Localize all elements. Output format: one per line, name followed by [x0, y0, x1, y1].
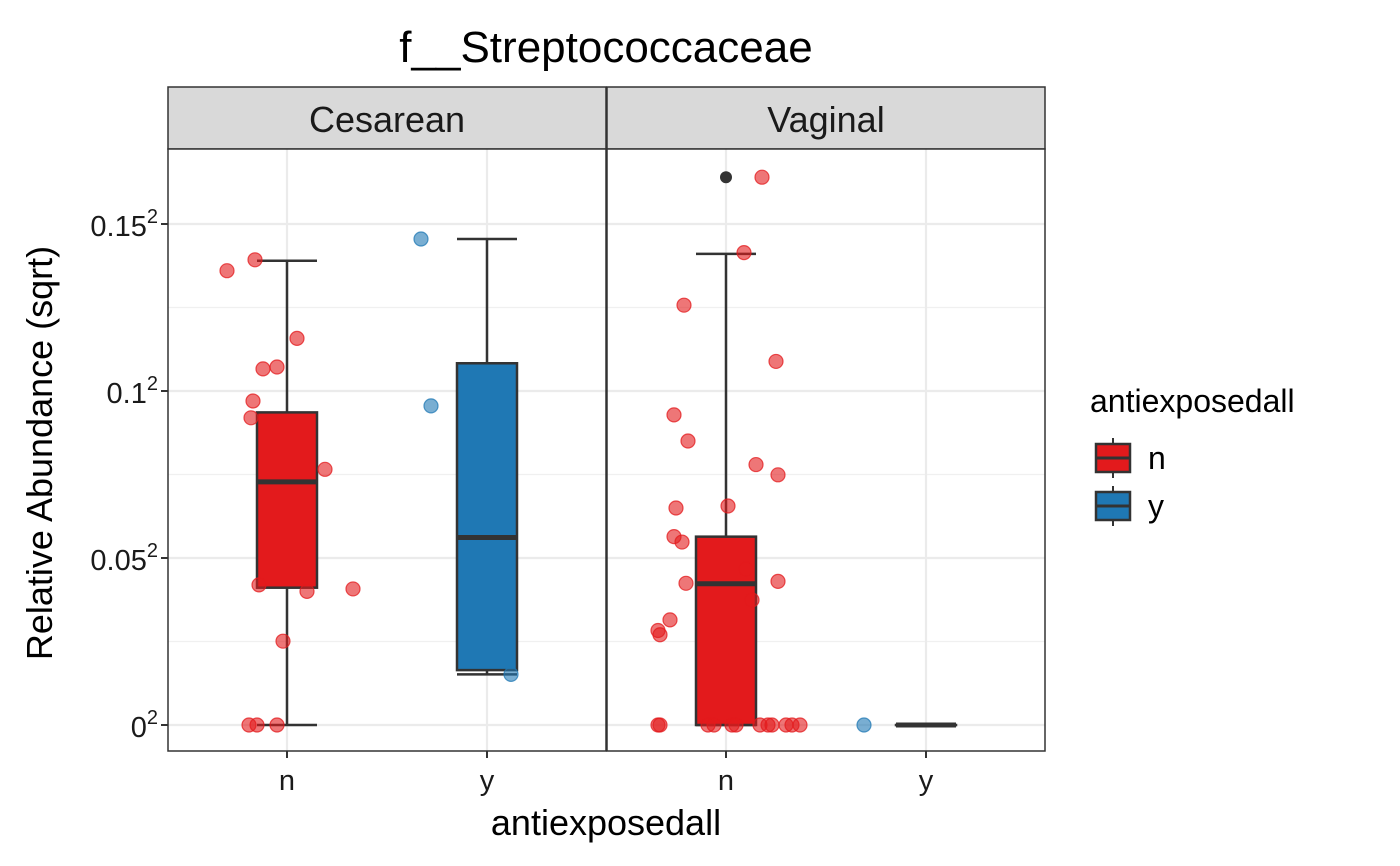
outlier-point — [720, 171, 732, 184]
data-point — [680, 433, 696, 449]
chart-title: f__Streptococcaceae — [399, 23, 812, 72]
y-axis: 02 0.052 0.12 0.152 — [90, 206, 168, 744]
data-point — [738, 561, 754, 577]
data-point — [289, 330, 305, 346]
y-tick-label: 0.12 — [107, 373, 158, 410]
data-point — [652, 627, 668, 643]
data-point — [251, 577, 267, 593]
data-point — [243, 410, 259, 426]
data-point — [770, 467, 786, 483]
plot-background — [607, 149, 1045, 751]
facet-panels: Cesarean n y Vaginal n y — [167, 86, 1046, 797]
data-point — [503, 666, 519, 682]
panel-border — [167, 148, 607, 752]
data-point — [856, 717, 872, 733]
box-body — [455, 362, 519, 672]
data-point — [245, 393, 261, 409]
data-point — [720, 498, 736, 514]
data-point — [754, 169, 770, 185]
data-point — [269, 359, 285, 375]
data-point — [768, 353, 784, 370]
data-point — [668, 500, 684, 516]
x-tick-label: y — [919, 765, 934, 797]
data-point — [317, 461, 333, 477]
data-point — [247, 252, 263, 268]
data-point — [792, 717, 808, 733]
data-point — [706, 717, 722, 733]
y-tick-label: 02 — [131, 707, 158, 744]
data-point — [748, 456, 764, 473]
panel-vaginal: Vaginal n y — [606, 86, 1046, 797]
box-body — [255, 411, 319, 589]
legend: antiexposedall ny — [1090, 383, 1295, 526]
strip-label: Vaginal — [767, 99, 884, 140]
data-point — [662, 612, 678, 628]
x-tick-label: y — [480, 765, 495, 797]
data-point — [676, 297, 692, 313]
legend-title: antiexposedall — [1090, 383, 1295, 419]
data-point — [413, 231, 429, 247]
data-point — [269, 717, 285, 733]
strip-label: Cesarean — [309, 99, 465, 140]
data-point — [423, 398, 439, 414]
panel-cesarean: Cesarean n y — [167, 86, 607, 797]
data-point — [652, 717, 668, 733]
data-point — [255, 361, 271, 377]
data-point — [736, 245, 752, 261]
legend-label-y: y — [1148, 488, 1164, 524]
data-point — [299, 583, 315, 600]
legend-key-n — [1094, 438, 1132, 478]
box-n — [255, 259, 319, 727]
y-tick-label: 0.052 — [90, 540, 158, 577]
data-point — [744, 592, 760, 608]
data-point — [666, 407, 682, 423]
x-tick-label: n — [718, 765, 734, 797]
data-point — [674, 534, 690, 550]
x-tick-label: n — [279, 765, 295, 797]
data-point — [678, 575, 694, 591]
data-point — [249, 717, 265, 733]
y-tick-label: 0.152 — [90, 206, 158, 243]
strip-background — [606, 86, 1046, 150]
x-axis-title: antiexposedall — [491, 802, 721, 843]
panel-border — [606, 148, 1046, 752]
data-point — [764, 717, 780, 733]
legend-key-y — [1094, 486, 1132, 526]
data-point — [728, 717, 744, 733]
data-point — [275, 633, 291, 649]
box-y — [455, 237, 519, 676]
legend-label-n: n — [1148, 440, 1166, 476]
data-point — [345, 581, 361, 597]
y-axis-title: Relative Abundance (sqrt) — [19, 246, 60, 660]
plot-background — [168, 149, 606, 751]
data-point — [770, 573, 786, 589]
data-point — [219, 263, 235, 279]
strip-background — [167, 86, 607, 150]
